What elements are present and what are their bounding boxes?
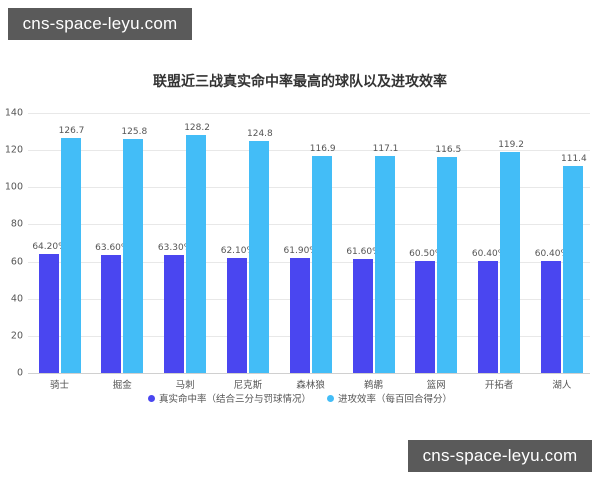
chart-title: 联盟近三战真实命中率最高的球队以及进攻效率 (153, 74, 447, 90)
bar-true-shooting[interactable] (101, 254, 122, 373)
y-tick-label: 100 (4, 181, 23, 193)
x-tick-label: 森林狼 (296, 380, 325, 391)
bar-value-label: 60.40% (471, 248, 507, 259)
bar-value-label: 63.60% (95, 242, 130, 253)
x-tick-label: 开拓者 (484, 380, 514, 391)
gridline (28, 113, 590, 114)
gridline (28, 150, 590, 151)
bar-true-shooting[interactable] (415, 260, 436, 373)
y-tick-label: 140 (4, 107, 23, 119)
bar-value-label: 119.2 (498, 139, 524, 150)
watermark-bottom: cns-space-leyu.com (408, 440, 592, 472)
legend-dot-icon (147, 394, 155, 402)
bar-value-label: 63.30% (157, 243, 193, 254)
bar-true-shooting[interactable] (289, 258, 310, 373)
bar-value-label: 124.8 (247, 129, 273, 140)
x-tick-label: 马刺 (175, 380, 195, 391)
bar-true-shooting[interactable] (38, 253, 59, 373)
x-tick-label: 篮网 (426, 380, 446, 391)
bar-offensive-rating[interactable] (437, 156, 458, 373)
gridline (28, 187, 590, 188)
bar-value-label: 64.20% (32, 241, 67, 252)
legend-label: 进攻效率（每百回合得分） (338, 394, 453, 405)
y-tick-label: 40 (10, 293, 23, 305)
x-axis-line (28, 373, 590, 374)
y-tick-label: 0 (16, 367, 23, 379)
bar-true-shooting[interactable] (352, 258, 373, 373)
bar-offensive-rating[interactable] (186, 134, 207, 373)
chart-legend: 真实命中率（结合三分与罚球情况） 进攻效率（每百回合得分） (0, 391, 600, 405)
y-tick-label: 60 (10, 256, 23, 268)
bar-offensive-rating[interactable] (500, 151, 521, 373)
bar-value-label: 111.4 (561, 154, 587, 165)
bar-true-shooting[interactable] (478, 260, 499, 373)
bar-offensive-rating[interactable] (562, 166, 583, 373)
y-tick-label: 20 (10, 330, 23, 342)
x-tick-label: 骑士 (49, 380, 70, 391)
legend-item-offensive-rating[interactable]: 进攻效率（每百回合得分） (327, 391, 452, 405)
bar-offensive-rating[interactable] (374, 155, 395, 373)
bar-value-label: 61.60% (346, 246, 381, 257)
bar-offensive-rating[interactable] (248, 141, 269, 373)
legend-label: 真实命中率（结合三分与罚球情况） (158, 394, 311, 405)
watermark-top: cns-space-leyu.com (8, 8, 192, 40)
x-tick-label: 掘金 (112, 380, 132, 391)
y-tick-label: 120 (4, 144, 23, 156)
bar-value-label: 128.2 (184, 122, 210, 133)
bar-offensive-rating[interactable] (311, 155, 332, 373)
bar-true-shooting[interactable] (540, 260, 561, 373)
bar-value-label: 117.1 (372, 143, 399, 154)
bar-value-label: 126.7 (58, 125, 85, 136)
bar-value-label: 61.90% (283, 246, 318, 257)
bar-offensive-rating[interactable] (123, 139, 144, 373)
y-tick-label: 80 (10, 218, 23, 230)
x-tick-label: 尼克斯 (233, 380, 263, 391)
gridline (28, 224, 590, 225)
legend-item-true-shooting[interactable]: 真实命中率（结合三分与罚球情况） (147, 391, 311, 405)
bar-value-label: 116.9 (309, 143, 336, 154)
bar-offensive-rating[interactable] (60, 137, 81, 373)
bar-value-label: 60.40% (534, 248, 570, 259)
bar-true-shooting[interactable] (164, 255, 185, 373)
bar-value-label: 116.5 (435, 144, 462, 155)
legend-dot-icon (327, 394, 334, 402)
bar-value-label: 60.50% (409, 248, 444, 259)
x-tick-label: 湖人 (552, 380, 572, 391)
bar-value-label: 62.10% (220, 245, 256, 256)
bar-value-label: 125.8 (121, 127, 148, 138)
bar-true-shooting[interactable] (226, 257, 247, 373)
x-tick-label: 鹈鹕 (363, 380, 384, 391)
